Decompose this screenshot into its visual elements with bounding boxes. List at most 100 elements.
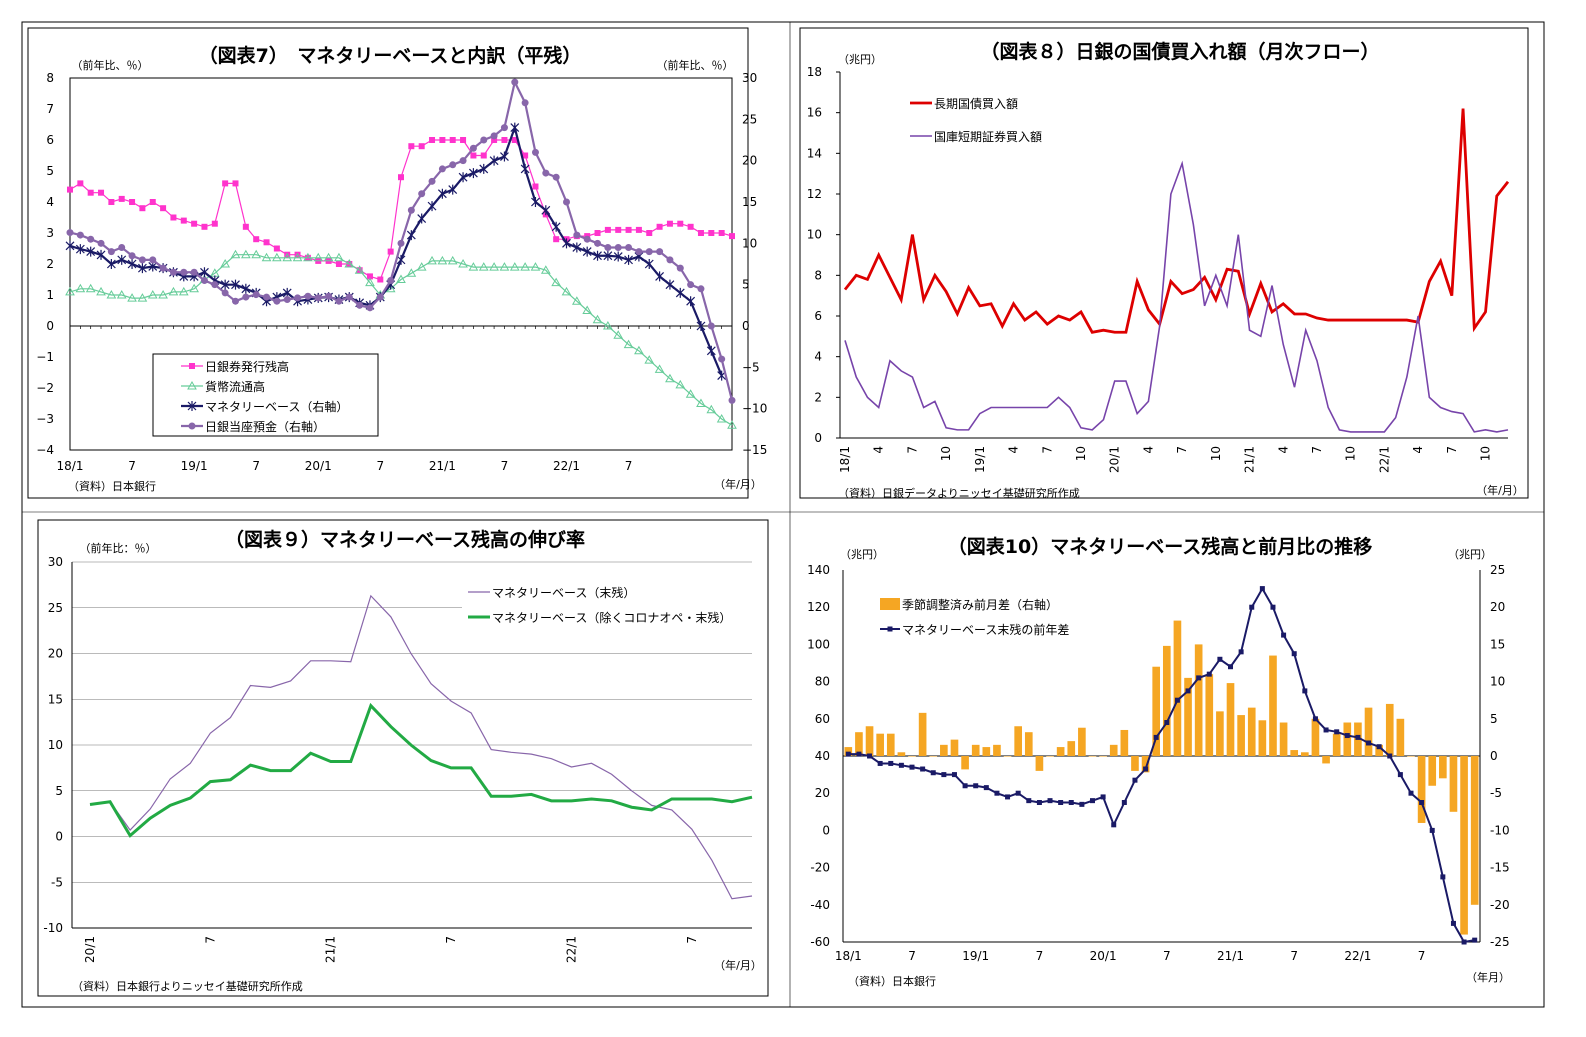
chart7-point (396, 254, 406, 265)
chart7-point (634, 345, 644, 355)
chart7-point (313, 252, 324, 262)
chart10-point (1344, 733, 1350, 739)
chart10-bar (1162, 645, 1171, 756)
chart9-y-tick-label: 30 (48, 555, 63, 569)
chart10-point (1047, 798, 1053, 804)
chart10-point (1121, 800, 1127, 805)
chart7-point (593, 250, 602, 261)
chart7-point (127, 293, 137, 302)
chart10-y-tick-label: 40 (815, 749, 830, 763)
chart7-point (107, 248, 115, 256)
chart7-point (429, 137, 436, 143)
chart7-point (706, 345, 716, 356)
chart10-bar (1247, 707, 1256, 756)
chart7-point (376, 293, 384, 301)
chart7-xlabel: （年/月） (714, 477, 762, 491)
chart10-point (1206, 671, 1212, 677)
chart7-point (87, 189, 94, 196)
chart7-point (334, 252, 344, 262)
chart7-point (98, 189, 105, 196)
chart8-y-tick-label: 16 (807, 106, 822, 120)
chart7-point (656, 223, 663, 230)
chart7-point (65, 240, 75, 251)
chart7-point (635, 226, 642, 233)
chart10-x-tick-label: 7 (1290, 949, 1298, 963)
chart10-point (1185, 688, 1191, 694)
chart7-point (531, 148, 539, 156)
chart7-point (696, 321, 706, 331)
chart7-point (189, 283, 199, 293)
chart10-y-right-tick-label: 10 (1490, 675, 1505, 689)
chart8-x-tick-label: 4 (872, 446, 886, 454)
chart7-point (458, 172, 468, 183)
chart10-point (1387, 753, 1393, 759)
chart7-point (500, 151, 509, 162)
outer-frame (21, 21, 1545, 1008)
chart7-point (232, 180, 239, 187)
chart7-point (594, 230, 601, 236)
chart7-point (665, 279, 675, 290)
chart7-point (77, 180, 84, 187)
chart7-point (478, 262, 489, 271)
chart10-point (1259, 586, 1265, 592)
chart7-point (729, 233, 735, 240)
chart7-point (439, 137, 446, 143)
chart10-point (1450, 920, 1456, 926)
chart7-point (604, 243, 612, 251)
chart10-bar (940, 744, 948, 756)
chart7-point (147, 289, 158, 299)
chart10-bar (1109, 744, 1118, 756)
chart7-point (335, 297, 343, 305)
chart7-point (447, 255, 458, 265)
chart10-point (1334, 729, 1340, 735)
chart10-bar (982, 747, 991, 756)
chart9-y-tick-label: 20 (48, 647, 63, 661)
chart10-point (1164, 720, 1170, 726)
chart10-bar (1343, 722, 1352, 756)
chart7-point (468, 262, 479, 271)
chart10-y-tick-label: 20 (815, 786, 830, 800)
chart10-bar (1226, 683, 1235, 756)
chart7-legend-label: 日銀券発行残高 (205, 359, 289, 374)
chart7-point (418, 143, 425, 150)
chart10-source: （資料）日本銀行 (848, 974, 936, 988)
chart7-point (625, 226, 632, 233)
chart7-point (397, 239, 405, 247)
chart10-point (930, 770, 936, 776)
chart7-point (489, 155, 499, 166)
chart8: （図表８）日銀の国債買入れ額（月次フロー） （兆円） （年/月） （資料）日銀データよ… (807, 40, 1524, 500)
chart7-point (571, 296, 582, 305)
chart10-bar (1449, 756, 1458, 812)
chart10-bar (1046, 756, 1054, 757)
chart10-bar (1173, 620, 1182, 756)
chart7-point (323, 252, 334, 262)
chart9-y-tick-label: -5 (51, 875, 63, 889)
chart9: （図表９）マネタリーベース残高の伸び率 （前年比：％） （年/月） （資料）日本銀行よ… (43, 528, 761, 993)
chart7-point (561, 286, 572, 296)
chart10-y-right-tick-label: 0 (1490, 749, 1498, 763)
chart7-point (231, 279, 240, 290)
chart10-point (1249, 604, 1255, 610)
chart7-point (604, 226, 611, 233)
chart7-y-tick-label: −2 (36, 381, 54, 395)
chart7-legend-label: 日銀当座預金（右軸） (205, 419, 325, 434)
chart7-point (129, 199, 136, 205)
chart10-bar (1269, 655, 1277, 756)
chart7-point (160, 205, 167, 212)
chart7-point (613, 330, 624, 339)
chart10-point (1026, 798, 1032, 804)
chart7-point (408, 143, 415, 150)
chart10-point (1323, 727, 1329, 733)
chart7-x-tick-label: 22/1 (553, 459, 580, 473)
chart10-bar (1290, 750, 1299, 756)
chart9-x-tick-label: 7 (444, 936, 458, 944)
chart10-point (941, 772, 947, 778)
chart10-legend-label: 季節調整済み前月差（右軸） (902, 597, 1058, 612)
chart7-point (406, 230, 416, 241)
chart10-point (1228, 664, 1234, 670)
chart7-point (335, 261, 342, 267)
chart7-point (282, 252, 293, 262)
chart10-y-tick-label: -60 (810, 935, 830, 949)
chart7-point (325, 292, 333, 300)
chart7-point (169, 268, 177, 276)
